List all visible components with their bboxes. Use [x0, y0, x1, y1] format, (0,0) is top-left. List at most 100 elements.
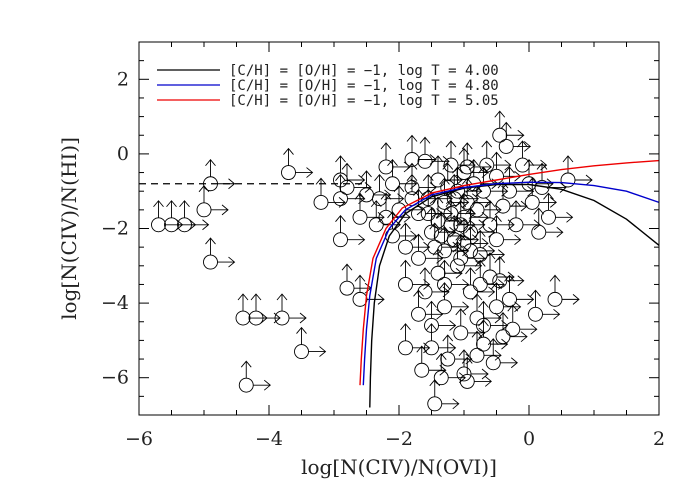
data-point — [203, 159, 236, 192]
upper-limit-arrow — [465, 267, 476, 285]
data-point-circle — [524, 194, 540, 210]
upper-limit-arrow — [471, 293, 483, 312]
model-curves-layer — [359, 159, 660, 408]
data-point-circle — [333, 232, 348, 248]
upper-limit-arrow — [237, 293, 249, 312]
data-point-circle — [203, 254, 218, 270]
data-point — [498, 121, 531, 154]
upper-limit-arrow — [179, 200, 190, 218]
data-point-circle — [472, 277, 488, 292]
data-point-circle — [411, 250, 426, 266]
data-point-circle — [417, 153, 433, 169]
data-point-circle — [502, 291, 517, 307]
data-point — [528, 289, 561, 322]
upper-limit-arrow — [400, 323, 411, 341]
data-points-layer — [151, 110, 593, 412]
upper-limit-arrow — [494, 256, 506, 274]
right-limit-arrow — [503, 234, 522, 246]
data-point-circle — [469, 347, 485, 363]
upper-limit-arrow — [461, 356, 473, 375]
data-point — [495, 181, 528, 214]
right-limit-arrow — [217, 256, 236, 268]
data-point — [235, 293, 268, 326]
data-point — [492, 256, 525, 289]
data-point — [333, 214, 366, 248]
data-point — [437, 282, 470, 315]
right-limit-arrow — [516, 185, 535, 197]
data-point-circle — [368, 217, 384, 233]
data-point — [398, 222, 431, 255]
right-limit-arrow — [263, 312, 281, 324]
data-point — [463, 226, 496, 259]
upper-limit-arrow — [335, 214, 346, 233]
right-limit-arrow — [211, 204, 229, 216]
data-point-circle — [456, 165, 472, 181]
upper-limit-arrow — [549, 274, 561, 293]
right-limit-arrow — [523, 219, 541, 231]
upper-limit-arrow — [533, 207, 545, 226]
right-limit-arrow — [506, 275, 525, 287]
data-point — [427, 222, 460, 255]
right-limit-arrow — [412, 279, 431, 290]
right-limit-arrow — [435, 208, 453, 219]
data-point — [398, 323, 431, 356]
data-point-circle — [453, 325, 469, 341]
y-tick-label: −4 — [101, 292, 129, 314]
right-limit-arrow — [432, 156, 450, 167]
data-point — [492, 110, 525, 143]
right-limit-arrow — [328, 197, 346, 208]
data-point — [485, 338, 518, 371]
data-point-circle — [547, 291, 563, 307]
data-point — [469, 330, 502, 363]
upper-limit-arrow — [491, 214, 502, 233]
data-point — [541, 192, 574, 225]
upper-limit-arrow — [487, 338, 499, 356]
upper-limit-arrow — [484, 200, 496, 218]
data-point-circle — [450, 258, 465, 274]
data-point — [372, 173, 405, 207]
data-point-circle — [453, 250, 469, 266]
upper-limit-arrow — [478, 319, 489, 338]
data-point-circle — [372, 191, 387, 207]
right-limit-arrow — [477, 245, 496, 257]
data-point-circle — [495, 198, 511, 214]
right-limit-arrow — [412, 342, 431, 354]
data-point-circle — [339, 280, 355, 296]
upper-limit-arrow — [543, 192, 554, 211]
right-limit-arrow — [555, 211, 574, 223]
right-limit-arrow — [425, 252, 444, 264]
right-limit-arrow — [467, 327, 486, 339]
right-limit-arrow — [191, 219, 210, 231]
data-point-circle — [151, 217, 166, 233]
data-point — [489, 214, 522, 248]
right-limit-arrow — [217, 178, 236, 190]
upper-limit-arrow — [361, 170, 372, 188]
right-limit-arrow — [441, 241, 460, 253]
upper-limit-arrow — [380, 142, 392, 160]
data-point-circle — [294, 344, 309, 360]
data-point — [515, 140, 548, 173]
upper-limit-arrow — [435, 211, 447, 229]
data-point-circle — [398, 239, 413, 255]
right-limit-arrow — [295, 167, 314, 178]
data-point — [420, 188, 453, 222]
data-point — [398, 259, 431, 292]
right-limit-arrow — [513, 141, 531, 152]
data-point-circle — [352, 209, 368, 225]
right-limit-arrow — [510, 331, 528, 343]
data-point-circle — [352, 291, 368, 307]
right-limit-arrow — [386, 193, 405, 205]
upper-limit-arrow — [413, 289, 424, 308]
data-point-circle — [528, 306, 543, 322]
right-limit-arrow — [467, 219, 486, 231]
data-point — [294, 326, 327, 360]
data-point-circle — [281, 165, 296, 181]
right-limit-arrow — [539, 197, 557, 208]
upper-limit-arrow — [354, 274, 366, 293]
data-point — [385, 159, 418, 192]
data-point — [443, 140, 476, 173]
right-limit-arrow — [445, 267, 463, 279]
right-limit-arrow — [542, 308, 561, 320]
right-limit-arrow — [399, 230, 418, 242]
